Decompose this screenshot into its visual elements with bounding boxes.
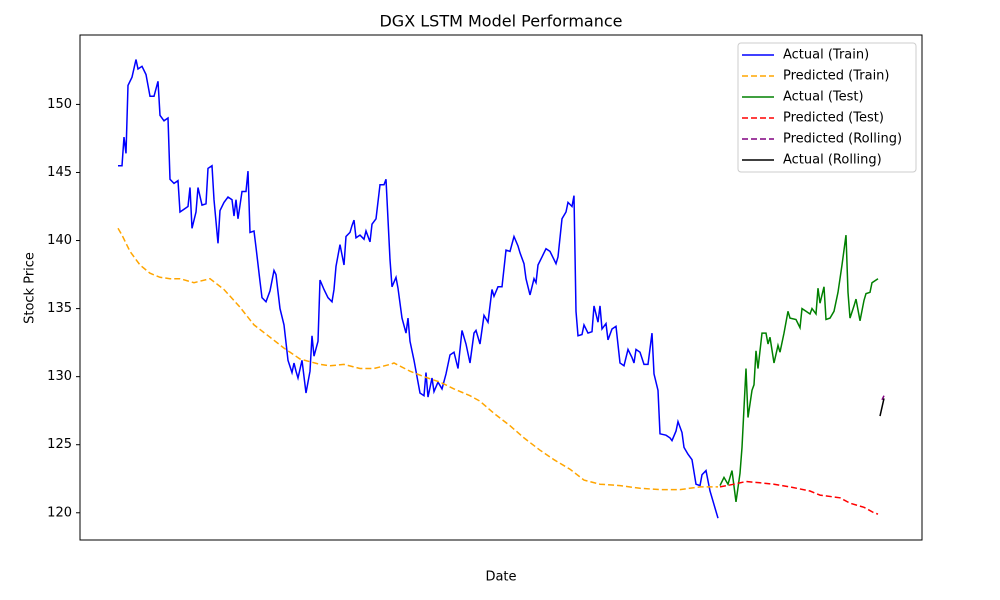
legend-label: Actual (Train) — [783, 48, 869, 63]
series-line — [879, 398, 885, 417]
legend-box — [737, 42, 917, 173]
chart-title: DGX LSTM Model Performance — [379, 12, 622, 31]
series-line — [719, 235, 879, 503]
y-tick-label: 140 — [47, 233, 72, 248]
y-tick-label: 145 — [47, 165, 72, 180]
legend-label: Actual (Test) — [783, 90, 864, 105]
y-tick-label: 150 — [47, 97, 72, 112]
legend-label: Actual (Rolling) — [783, 153, 882, 168]
series-line — [117, 227, 718, 491]
y-tick-label: 130 — [47, 369, 72, 384]
y-tick-label: 125 — [47, 437, 72, 452]
series-line — [118, 59, 719, 519]
series-line — [881, 395, 885, 401]
y-tick-label: 135 — [47, 301, 72, 316]
plot-frame — [79, 34, 923, 541]
legend-label: Predicted (Test) — [783, 111, 884, 126]
legend-label: Predicted (Rolling) — [783, 132, 902, 147]
y-tick-label: 120 — [47, 505, 72, 520]
legend-label: Predicted (Train) — [783, 69, 890, 84]
series-line — [719, 480, 879, 515]
y-axis-label: Stock Price — [23, 252, 38, 324]
x-axis-label: Date — [485, 570, 516, 585]
